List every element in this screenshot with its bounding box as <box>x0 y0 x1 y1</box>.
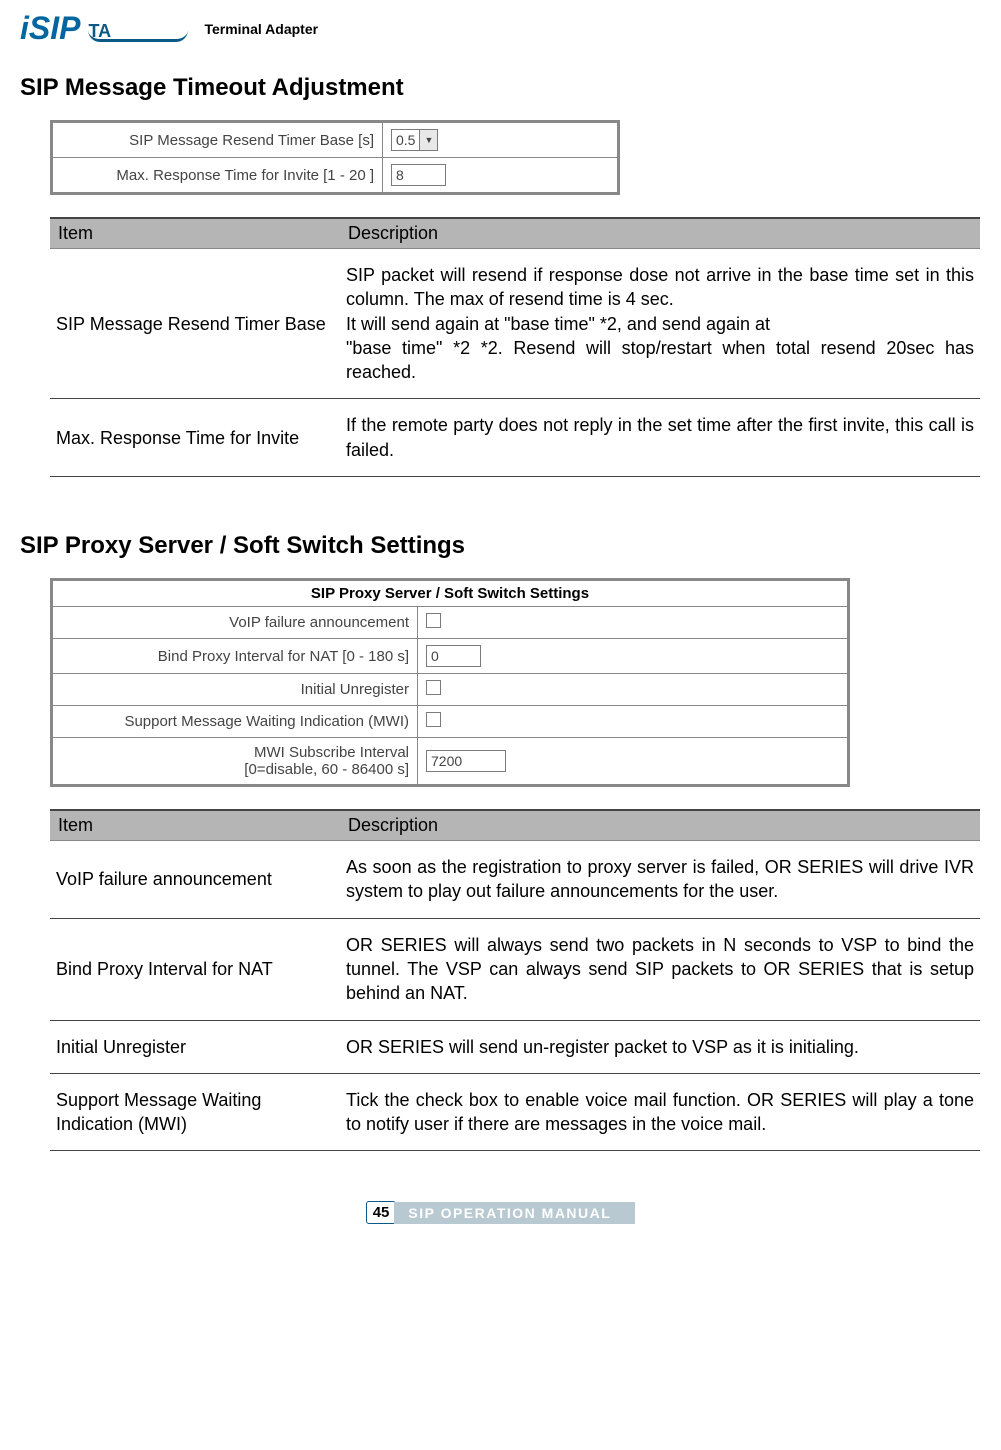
section1-title: SIP Message Timeout Adjustment <box>20 74 981 102</box>
initial-unreg-label: Initial Unregister <box>53 674 418 706</box>
mwi-interval-input[interactable]: 7200 <box>426 750 506 772</box>
proxy-form-title: SIP Proxy Server / Soft Switch Settings <box>53 581 848 607</box>
bind-proxy-cell: 0 <box>418 639 848 674</box>
s2-r1-desc: OR SERIES will always send two packets i… <box>340 918 980 1020</box>
logo-ta-text: TA <box>88 21 111 41</box>
page-footer: 45 SIP OPERATION MANUAL <box>20 1201 981 1231</box>
max-response-input[interactable]: 8 <box>391 164 446 186</box>
initial-unreg-cell <box>418 674 848 706</box>
max-response-cell: 8 <box>383 158 618 193</box>
logo-ta-wrap: TA <box>88 15 188 42</box>
voip-fail-label: VoIP failure announcement <box>53 607 418 639</box>
resend-timer-value: 0.5 <box>392 132 419 148</box>
mwi-support-cell <box>418 706 848 738</box>
s2-r2-item: Initial Unregister <box>50 1020 340 1073</box>
table-row: Support Message Waiting Indication (MWI)… <box>50 1073 980 1151</box>
s1-th-desc: Description <box>340 218 980 249</box>
footer-manual-label: SIP OPERATION MANUAL <box>394 1202 635 1224</box>
resend-timer-cell: 0.5 ▼ <box>383 123 618 158</box>
bind-proxy-input[interactable]: 0 <box>426 645 481 667</box>
mwi-interval-label-b: [0=disable, 60 - 86400 s] <box>244 761 409 778</box>
section2-desc-table: Item Description VoIP failure announceme… <box>50 809 980 1151</box>
s2-r2-desc: OR SERIES will send un-register packet t… <box>340 1020 980 1073</box>
s1-r1-desc: If the remote party does not reply in th… <box>340 399 980 477</box>
mwi-interval-cell: 7200 <box>418 738 848 785</box>
voip-fail-checkbox[interactable] <box>426 613 441 628</box>
mwi-support-checkbox[interactable] <box>426 712 441 727</box>
table-row: Initial Unregister OR SERIES will send u… <box>50 1020 980 1073</box>
table-row: SIP Message Resend Timer Base SIP packet… <box>50 249 980 399</box>
max-response-label: Max. Response Time for Invite [1 - 20 ] <box>53 158 383 193</box>
timeout-form-screenshot: SIP Message Resend Timer Base [s] 0.5 ▼ … <box>50 120 620 195</box>
header-label: Terminal Adapter <box>196 21 318 37</box>
page-number: 45 <box>366 1201 397 1224</box>
s1-r0-item: SIP Message Resend Timer Base <box>50 249 340 399</box>
page-header: iSIP TA Terminal Adapter <box>20 10 981 52</box>
table-row: Max. Response Time for Invite If the rem… <box>50 399 980 477</box>
s1-r1-item: Max. Response Time for Invite <box>50 399 340 477</box>
s2-r3-item: Support Message Waiting Indication (MWI) <box>50 1073 340 1151</box>
mwi-interval-label: MWI Subscribe Interval [0=disable, 60 - … <box>53 738 418 785</box>
voip-fail-cell <box>418 607 848 639</box>
s2-r0-item: VoIP failure announcement <box>50 841 340 919</box>
table-row: VoIP failure announcement As soon as the… <box>50 841 980 919</box>
logo-sip: iSIP <box>20 10 80 47</box>
table-row: Bind Proxy Interval for NAT OR SERIES wi… <box>50 918 980 1020</box>
logo-prefix: i <box>20 10 29 47</box>
resend-timer-label: SIP Message Resend Timer Base [s] <box>53 123 383 158</box>
section2-title: SIP Proxy Server / Soft Switch Settings <box>20 532 981 560</box>
s2-r3-desc: Tick the check box to enable voice mail … <box>340 1073 980 1151</box>
initial-unreg-checkbox[interactable] <box>426 680 441 695</box>
logo-main-text: SIP <box>29 10 81 47</box>
bind-proxy-label: Bind Proxy Interval for NAT [0 - 180 s] <box>53 639 418 674</box>
mwi-support-label: Support Message Waiting Indication (MWI) <box>53 706 418 738</box>
s1-th-item: Item <box>50 218 340 249</box>
s2-th-desc: Description <box>340 810 980 841</box>
resend-timer-select[interactable]: 0.5 ▼ <box>391 129 438 151</box>
s2-th-item: Item <box>50 810 340 841</box>
s2-r0-desc: As soon as the registration to proxy ser… <box>340 841 980 919</box>
chevron-down-icon: ▼ <box>419 130 437 150</box>
mwi-interval-label-a: MWI Subscribe Interval <box>254 744 409 761</box>
s2-r1-item: Bind Proxy Interval for NAT <box>50 918 340 1020</box>
s1-r0-desc: SIP packet will resend if response dose … <box>340 249 980 399</box>
proxy-form-screenshot: SIP Proxy Server / Soft Switch Settings … <box>50 578 850 787</box>
section1-desc-table: Item Description SIP Message Resend Time… <box>50 217 980 477</box>
